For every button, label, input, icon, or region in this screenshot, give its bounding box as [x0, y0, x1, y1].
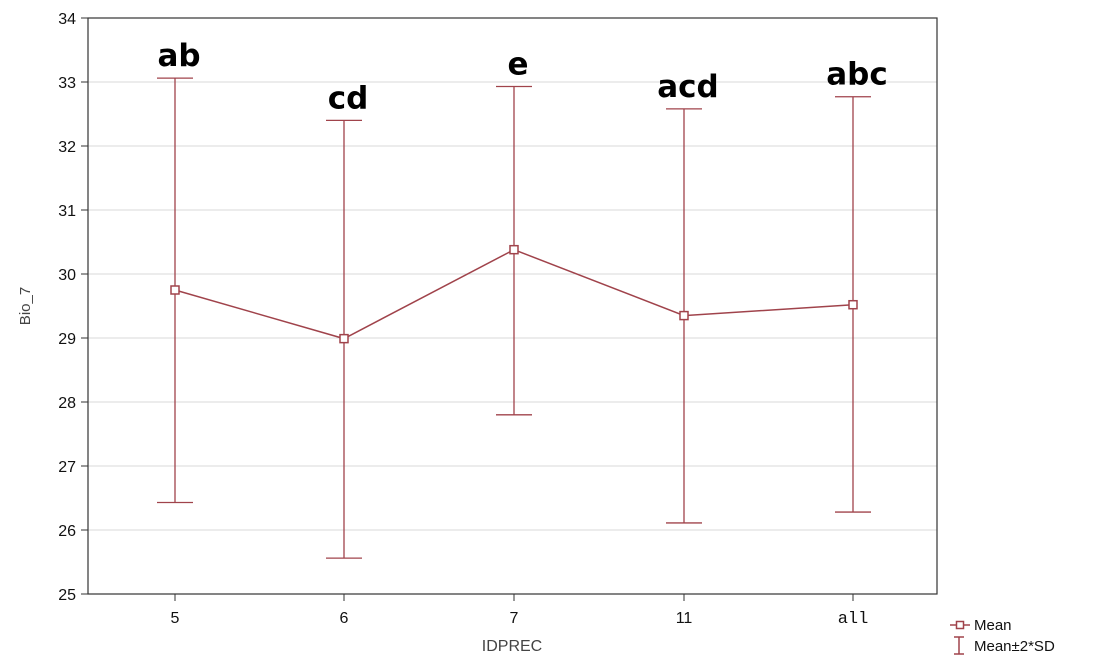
y-axis-title: Bio_7 — [17, 287, 34, 325]
plot-frame — [87, 17, 938, 595]
grid-lines — [88, 81, 937, 531]
legend-errbar-label: Mean±2*SD — [974, 638, 1055, 655]
group-letter-label: e — [507, 46, 528, 82]
legend-mean-label: Mean — [974, 617, 1012, 634]
legend-mean-marker — [955, 620, 965, 630]
group-letter-label: cd — [328, 80, 369, 116]
x-axis-title: IDPREC — [482, 638, 542, 655]
y-tick-label: 30 — [58, 267, 76, 284]
error-bars — [157, 77, 871, 559]
y-tick-label: 26 — [58, 523, 76, 540]
mean-point — [509, 244, 519, 255]
group-letter-label: acd — [657, 69, 719, 105]
x-tick-label: 7 — [510, 610, 519, 627]
group-letter-label: ab — [157, 38, 200, 74]
y-tick-label: 27 — [58, 459, 76, 476]
group-letter-label: abc — [826, 57, 888, 93]
x-axis: 5 6 7 11 all — [171, 594, 869, 629]
y-tick-label: 34 — [58, 11, 76, 28]
x-tick-label: 5 — [171, 610, 180, 627]
y-tick-label: 31 — [58, 203, 76, 220]
x-tick-label: 11 — [676, 610, 693, 627]
group-letters: ab cd e acd abc — [157, 38, 887, 116]
y-tick-label: 29 — [58, 331, 76, 348]
y-tick-label: 25 — [58, 587, 76, 604]
legend: Mean Mean±2*SD — [950, 617, 1055, 655]
x-tick-label: 6 — [340, 610, 349, 627]
x-tick-label: all — [838, 610, 869, 629]
y-axis: 25 26 27 28 29 30 31 32 33 34 — [58, 11, 88, 604]
y-tick-label: 32 — [58, 139, 76, 156]
mean-point — [848, 299, 858, 310]
mean-point — [170, 285, 180, 295]
mean-point — [339, 333, 349, 344]
y-tick-label: 33 — [58, 75, 76, 92]
mean-point — [679, 310, 689, 321]
y-tick-label: 28 — [58, 395, 76, 412]
mean-points — [170, 244, 858, 344]
